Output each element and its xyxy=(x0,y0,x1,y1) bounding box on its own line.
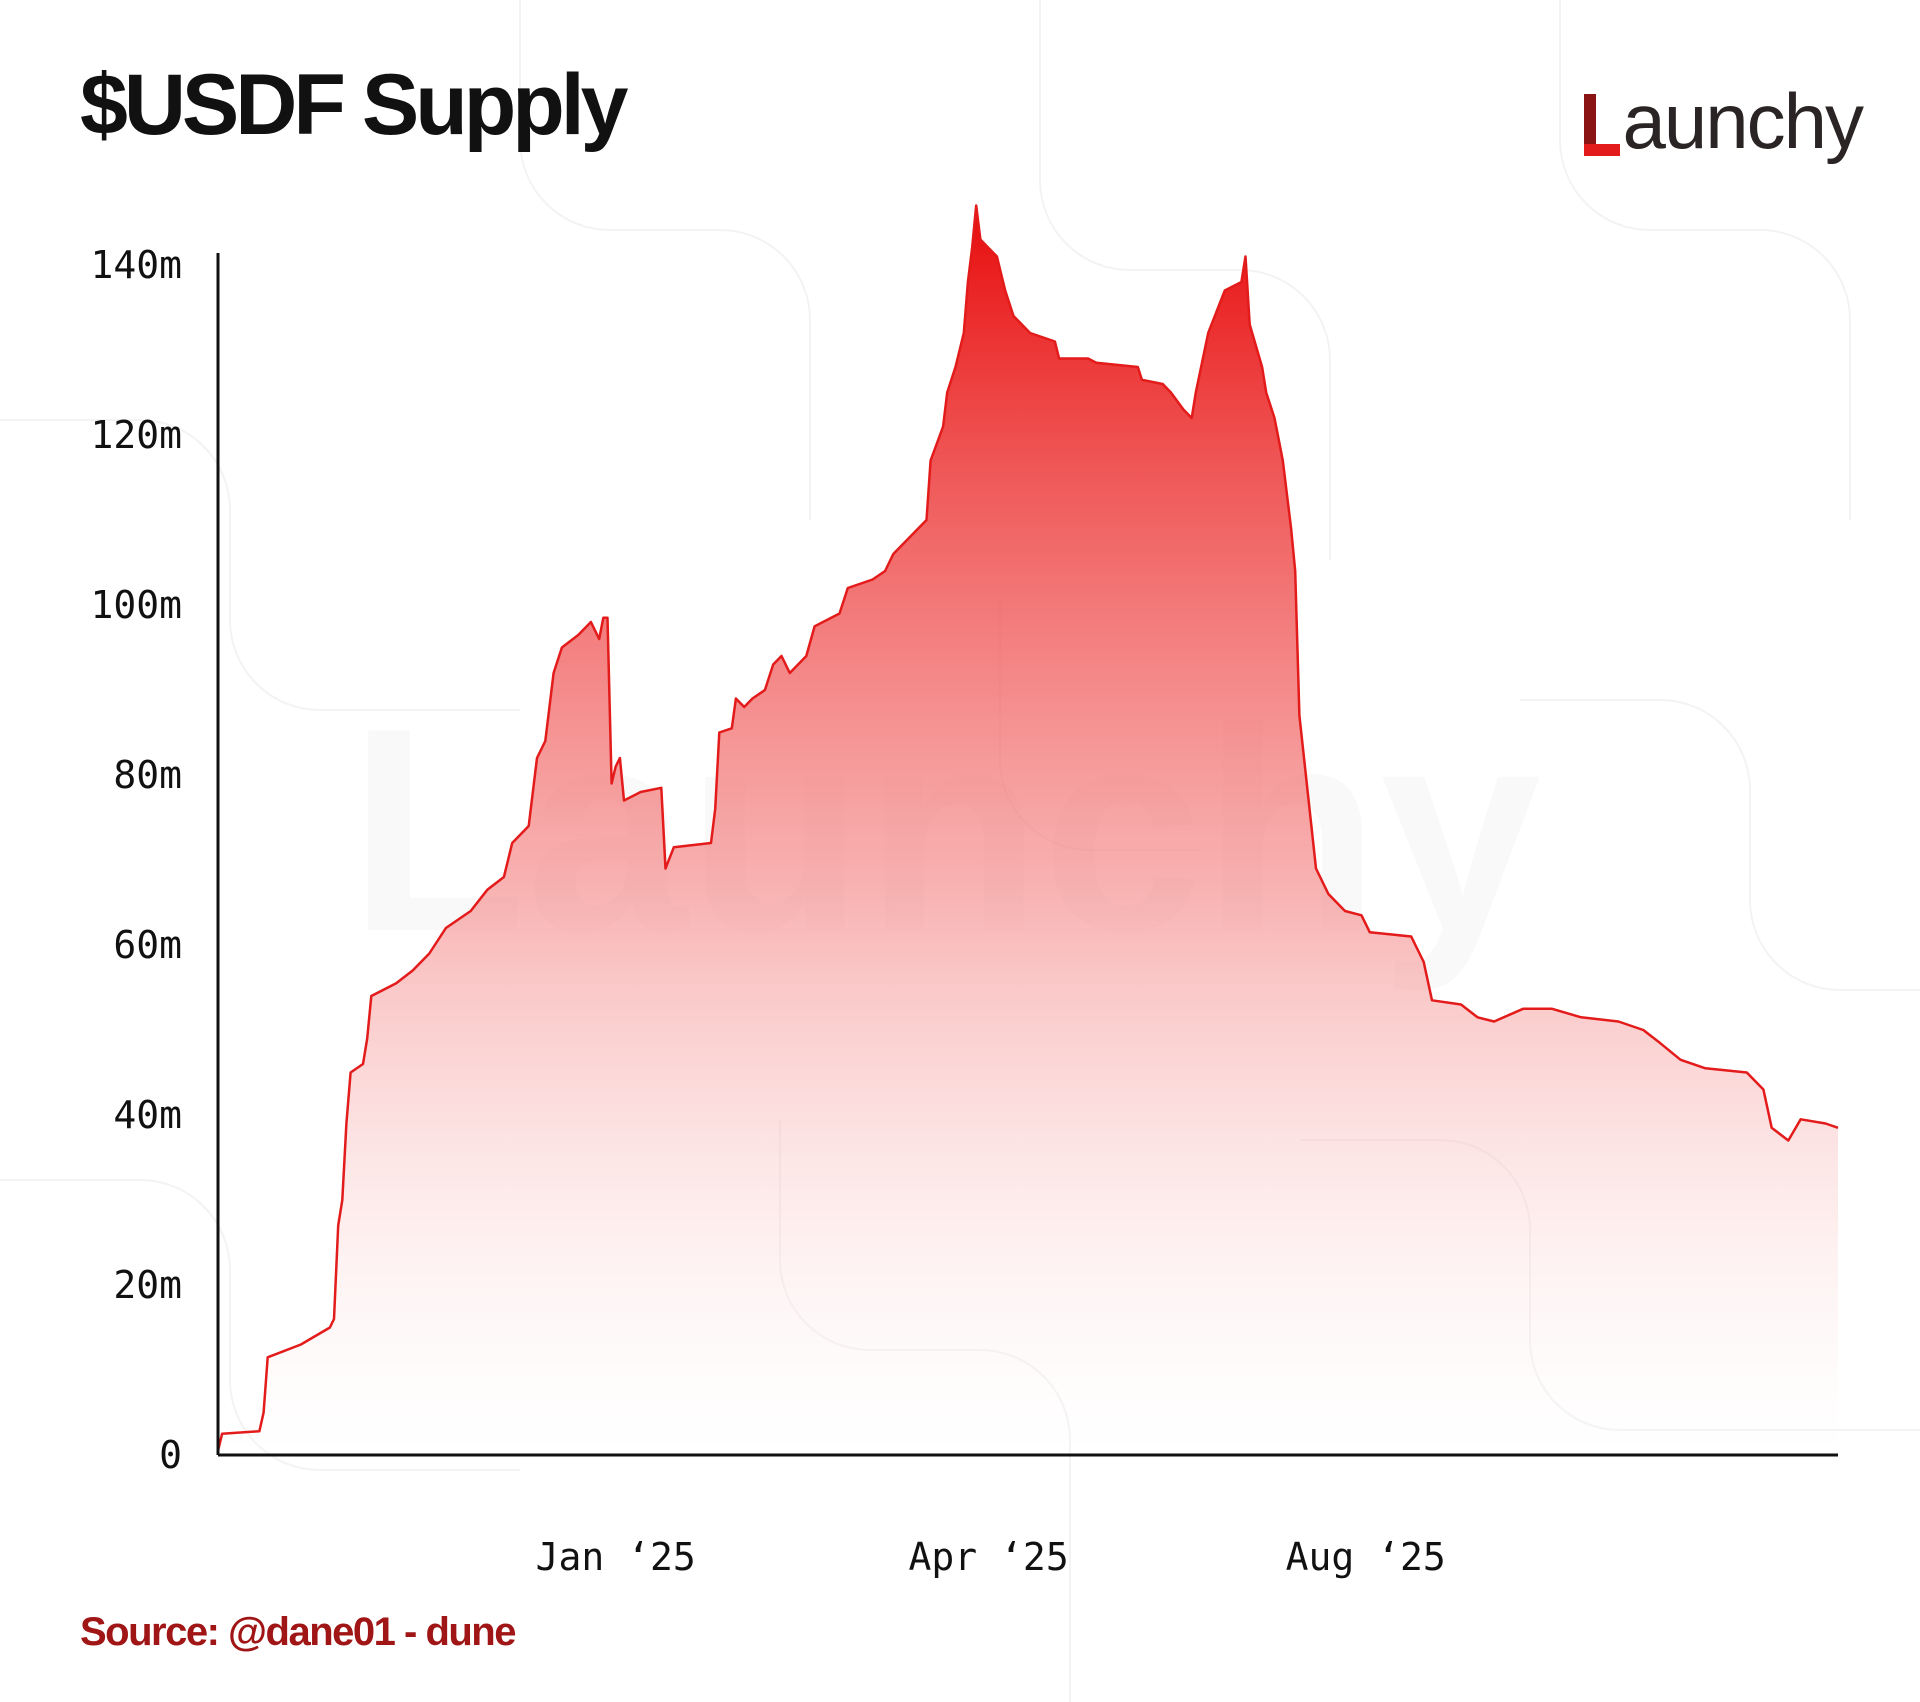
y-tick-label: 140m xyxy=(90,243,182,287)
x-tick-label: Jan ‘25 xyxy=(536,1535,696,1579)
brand-logo: aunchy xyxy=(1584,77,1864,165)
y-tick-label: 20m xyxy=(113,1263,182,1307)
y-tick-label: 40m xyxy=(113,1093,182,1137)
y-tick-label: 60m xyxy=(113,923,182,967)
y-tick-label: 100m xyxy=(90,583,182,627)
supply-area-fill xyxy=(218,205,1838,1455)
x-tick-label: Apr ‘25 xyxy=(909,1535,1069,1579)
y-tick-label: 80m xyxy=(113,753,182,797)
page-title: $USDF Supply xyxy=(80,57,629,153)
brand-logo-text: aunchy xyxy=(1622,77,1864,165)
supply-line xyxy=(216,204,1839,1452)
y-tick-label: 0 xyxy=(159,1433,182,1477)
y-tick-label: 120m xyxy=(90,413,182,457)
source-credit: Source: @dane01 - dune xyxy=(80,1610,517,1654)
x-tick-label: Aug ‘25 xyxy=(1286,1535,1446,1579)
launchy-L-icon xyxy=(1584,94,1621,156)
